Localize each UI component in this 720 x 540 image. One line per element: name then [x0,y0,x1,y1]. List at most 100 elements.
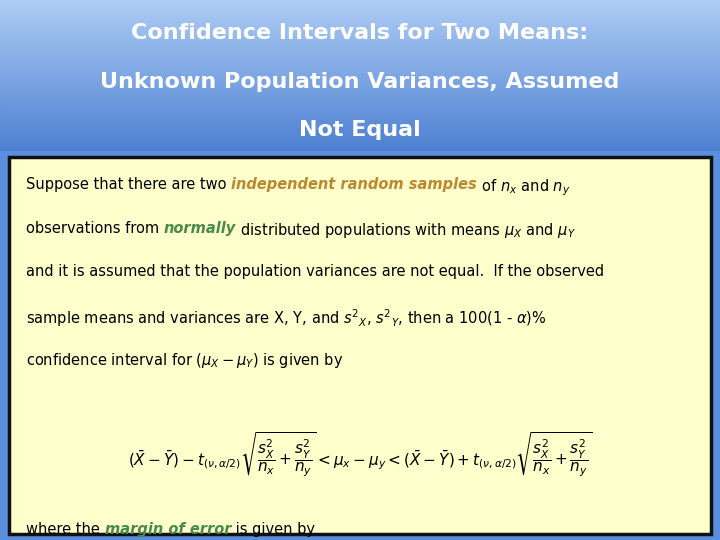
Bar [0,93,720,94]
Bar [0,139,720,140]
Bar [0,99,720,100]
Bar [0,97,720,98]
Bar [0,69,720,70]
Bar [0,24,720,25]
Bar [0,40,720,41]
Bar [0,118,720,119]
Bar [0,46,720,47]
Bar [0,22,720,23]
Bar [0,105,720,106]
Bar [0,92,720,93]
Bar [0,133,720,134]
Bar [0,95,720,96]
Bar [0,23,720,24]
Bar [0,59,720,60]
Bar [0,79,720,80]
Text: confidence interval for $(\mu_X - \mu_Y)$ is given by: confidence interval for $(\mu_X - \mu_Y)… [26,350,343,370]
Bar [0,67,720,68]
Bar [0,144,720,145]
Bar [0,48,720,49]
Bar [0,97,720,98]
Bar [0,18,720,19]
Bar [0,83,720,84]
Bar [0,122,720,123]
Bar [0,135,720,136]
Bar [0,147,720,148]
Bar [0,130,720,131]
Bar [0,9,720,10]
Bar [0,26,720,27]
Bar [0,127,720,129]
Bar [0,118,720,119]
Bar [0,65,720,66]
Bar [0,116,720,117]
Bar [0,137,720,138]
Bar [0,127,720,128]
Bar [0,63,720,64]
Bar [0,89,720,90]
Bar [0,61,720,62]
Bar [0,72,720,73]
Bar [0,60,720,61]
Bar [0,15,720,16]
Text: observations from: observations from [26,221,164,235]
Bar [0,43,720,44]
Bar [0,29,720,30]
Bar [0,30,720,31]
Bar [0,35,720,36]
Bar [0,18,720,19]
Bar [0,74,720,75]
Text: $(\bar{X}-\bar{Y})-t_{(\nu,\alpha/2)}\sqrt{\dfrac{s_X^2}{n_x}+\dfrac{s_Y^2}{n_y}: $(\bar{X}-\bar{Y})-t_{(\nu,\alpha/2)}\sq… [128,431,592,479]
Bar [0,10,720,11]
Bar [0,58,720,59]
Bar [0,5,720,6]
Bar [0,98,720,99]
Bar [0,125,720,126]
Bar [0,7,720,8]
Bar [0,71,720,72]
Bar [0,52,720,53]
Bar [0,55,720,56]
Bar [0,42,720,43]
Bar [0,88,720,89]
Bar [0,119,720,120]
Bar [0,145,720,146]
Bar [0,143,720,144]
Bar [0,16,720,17]
Bar [0,100,720,102]
Bar [0,78,720,79]
Text: normally: normally [164,221,236,235]
Bar [0,44,720,45]
Bar [0,150,720,151]
Bar [0,50,720,51]
Bar [0,44,720,45]
Bar [0,37,720,38]
Bar [0,139,720,140]
Bar [0,101,720,102]
Bar [0,56,720,57]
Bar [0,136,720,137]
Bar [0,124,720,125]
Bar [0,1,720,2]
Bar [0,66,720,68]
Bar [0,69,720,70]
Bar [0,94,720,95]
Bar [0,140,720,141]
Bar [0,110,720,111]
Bar [0,146,720,147]
Bar [0,53,720,55]
Bar [0,126,720,127]
Bar [0,28,720,29]
Bar [0,143,720,144]
Bar [0,71,720,72]
Bar [0,50,720,51]
Bar [0,14,720,15]
Bar [0,103,720,104]
Bar [0,80,720,81]
Bar [0,37,720,38]
Bar [0,112,720,113]
Bar [0,106,720,107]
Bar [0,84,720,85]
Bar [0,40,720,42]
Bar [0,1,720,2]
